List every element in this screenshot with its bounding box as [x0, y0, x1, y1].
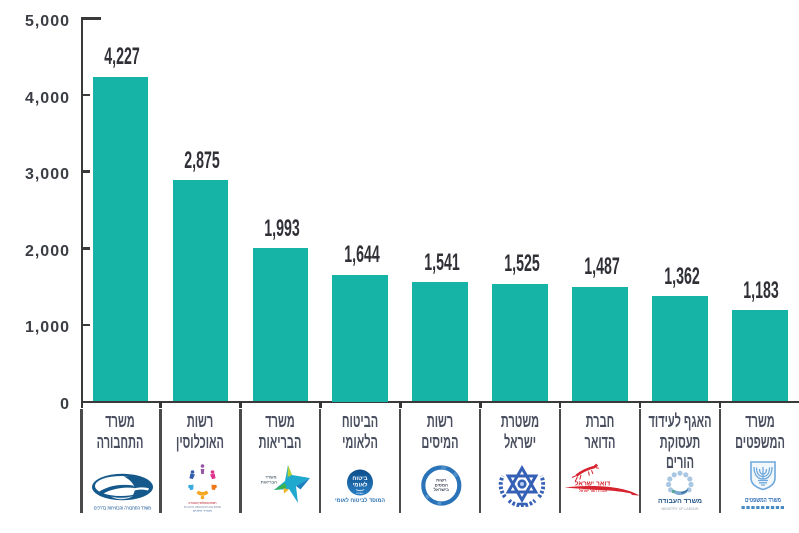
svg-text:הבריאות: הבריאות — [261, 480, 277, 485]
svg-text:משרד התחבורה והבטיחות בדרכים: משרד התחבורה והבטיחות בדרכים — [94, 506, 151, 511]
svg-text:משרד המשפטים: משרד המשפטים — [745, 497, 781, 504]
svg-text:לאומי: לאומי — [353, 481, 369, 489]
svg-text:רשות: רשות — [436, 478, 447, 483]
svg-text:בישראל: בישראל — [434, 487, 450, 492]
svg-text:המסים: המסים — [435, 482, 448, 487]
svg-text:משרד העבודה: משרד העבודה — [658, 498, 702, 505]
svg-text:דואר ישראל: דואר ישראל — [575, 480, 611, 488]
svg-text:MINISTRY OF LABOUR: MINISTRY OF LABOUR — [662, 507, 699, 511]
svg-text:ביטוח: ביטוח — [352, 476, 368, 482]
svg-text:חברת דואר ישראל: חברת דואר ישראל — [579, 488, 607, 493]
svg-text:POPULATION, IMMIGRATION AND BO: POPULATION, IMMIGRATION AND BORDERS — [184, 505, 221, 509]
svg-text:ISRAEL: ISRAEL — [356, 492, 365, 495]
svg-text:המוסד לביטוח לאומי: המוסד לביטוח לאומי — [335, 497, 385, 504]
svg-text:משרד הפנים: משרד הפנים — [193, 508, 212, 512]
svg-text:רשות האוכלוסין וההגירה: רשות האוכלוסין וההגירה — [189, 501, 217, 505]
svg-text:משרד: משרד — [265, 475, 276, 480]
